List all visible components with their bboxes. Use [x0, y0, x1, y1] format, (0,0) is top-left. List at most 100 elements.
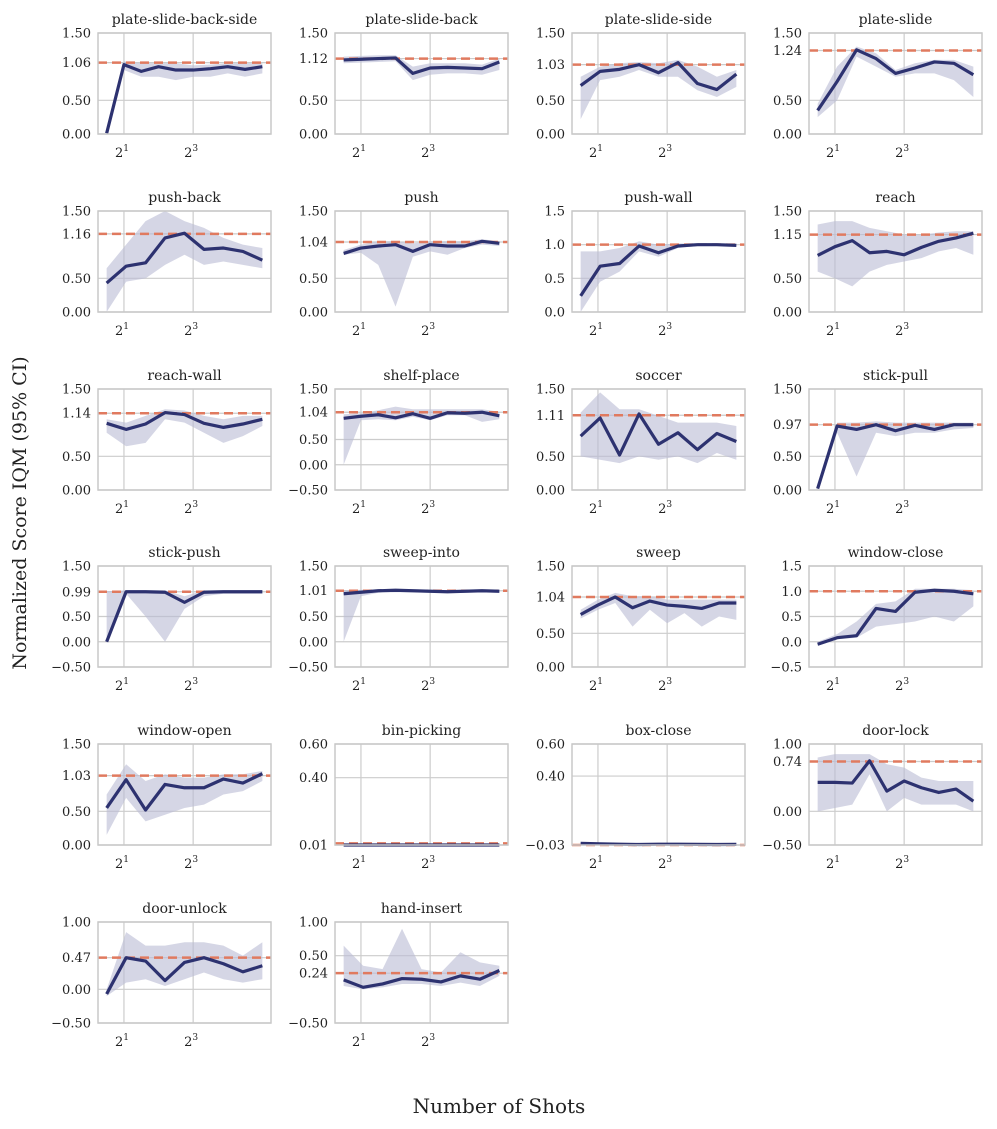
y-tick-label: 0.24	[299, 967, 328, 982]
y-tick-label: 1.50	[536, 27, 565, 42]
ci-band	[817, 588, 974, 646]
y-tick-label: 0.01	[299, 839, 328, 854]
x-tick-label: 23	[184, 1033, 198, 1050]
y-tick-label: 0.50	[299, 433, 328, 448]
y-tick-label: 0.74	[773, 755, 802, 770]
axes-frame	[571, 388, 746, 491]
x-tick-label: 23	[895, 322, 909, 339]
mean-line	[105, 956, 263, 995]
x-tick-label: 21	[589, 677, 603, 694]
axes-frame	[571, 565, 746, 668]
y-tick-label: 0.50	[62, 450, 91, 465]
subplot-stick-push: stick-push −0.50 0.00 0.50 0.99 1.50 21 23	[51, 545, 272, 694]
axes-frame	[808, 210, 983, 313]
y-tick-label: 1.00	[773, 738, 802, 753]
mean-line	[816, 48, 975, 112]
subplot-window-open: window-open 0.00 0.50 1.03 1.50 21 23	[62, 723, 272, 872]
subplot-plate-slide-back-side: plate-slide-back-side 0.00 0.50 1.06 1.50 21 2…	[62, 12, 272, 161]
subplot-shelf-place: shelf-place −0.50 0.00 0.50 1.04 1.50 21 23	[288, 368, 509, 517]
x-tick-label: 21	[115, 677, 129, 694]
subplot-title: bin-picking	[382, 723, 461, 739]
y-tick-label: 1.11	[536, 409, 565, 424]
y-tick-label: 0.50	[536, 450, 565, 465]
y-tick-label: 1.04	[536, 590, 565, 605]
subplot-title: plate-slide	[859, 12, 933, 28]
x-tick-label: 23	[421, 144, 435, 161]
y-tick-label: 0.97	[773, 418, 802, 433]
y-tick-label: 0.40	[299, 771, 328, 786]
y-tick-label: 1.03	[536, 58, 565, 73]
x-axis-label: Number of Shots	[413, 1094, 586, 1118]
x-tick-label: 21	[352, 144, 366, 161]
x-tick-label: 23	[658, 855, 672, 872]
y-tick-label: 0.50	[773, 272, 802, 287]
y-tick-label: 0.00	[62, 983, 91, 998]
y-tick-label: 0.00	[299, 306, 328, 321]
y-tick-label: 0.00	[536, 484, 565, 499]
y-tick-label: −0.50	[288, 1017, 328, 1032]
y-tick-label: 0.00	[536, 128, 565, 143]
y-tick-label: 0.00	[299, 458, 328, 473]
y-tick-label: 0.50	[773, 94, 802, 109]
x-tick-label: 23	[421, 855, 435, 872]
x-tick-label: 23	[658, 144, 672, 161]
subplot-title: plate-slide-side	[605, 12, 712, 28]
y-tick-label: 0.00	[773, 484, 802, 499]
subplot-title: push-back	[148, 190, 221, 206]
x-tick-label: 23	[184, 677, 198, 694]
y-tick-label: 0.00	[62, 839, 91, 854]
y-tick-label: 0.50	[62, 805, 91, 820]
y-tick-label: 1.0	[781, 585, 802, 600]
x-tick-label: 23	[421, 322, 435, 339]
y-tick-label: 0.00	[299, 635, 328, 650]
y-tick-label: 0.50	[299, 272, 328, 287]
mean-line	[816, 423, 974, 490]
y-tick-label: 1.50	[62, 560, 91, 575]
axes-frame	[334, 743, 509, 846]
subplot-title: shelf-place	[383, 368, 459, 384]
y-tick-label: 1.0	[544, 238, 565, 253]
subplot-title: push	[404, 190, 438, 206]
y-tick-label: 0.50	[299, 610, 328, 625]
y-tick-label: 0.99	[62, 585, 91, 600]
subplot-title: plate-slide-back	[365, 12, 478, 28]
x-tick-label: 21	[826, 144, 840, 161]
mean-line	[817, 759, 975, 803]
x-tick-label: 23	[658, 677, 672, 694]
axes-frame	[97, 388, 272, 491]
subplot-plate-slide-back: plate-slide-back 0.00 0.50 1.12 1.50 21 23	[299, 12, 509, 161]
mean-line	[817, 588, 974, 646]
y-tick-label: 1.16	[62, 227, 91, 242]
ci-band	[106, 590, 263, 643]
x-tick-label: 21	[115, 1033, 129, 1050]
x-tick-label: 23	[421, 500, 435, 517]
subplot-plate-slide-side: plate-slide-side 0.00 0.50 1.03 1.50 21 23	[536, 12, 746, 161]
subplot-bin-picking: bin-picking 0.01 0.40 0.60 21 23	[299, 723, 509, 872]
x-tick-label: 23	[184, 322, 198, 339]
y-tick-label: 0.60	[536, 738, 565, 753]
y-tick-label: 0.00	[773, 805, 802, 820]
y-tick-label: 1.5	[544, 205, 565, 220]
subplot-title: box-close	[626, 723, 692, 739]
y-tick-label: 1.50	[773, 205, 802, 220]
subplot-title: stick-pull	[863, 368, 929, 384]
y-tick-label: 1.04	[299, 406, 328, 421]
ci-band	[580, 59, 737, 120]
y-axis-label: Normalized Score IQM (95% CI)	[9, 356, 31, 669]
subplot-title: door-lock	[862, 723, 929, 739]
y-tick-label: 0.00	[62, 484, 91, 499]
axes-frame	[97, 743, 272, 846]
axes-frame	[808, 388, 983, 491]
mean-line	[579, 61, 738, 92]
mean-line	[343, 56, 500, 76]
mean-line	[343, 410, 500, 420]
x-tick-label: 21	[115, 855, 129, 872]
x-tick-label: 21	[589, 322, 603, 339]
subplot-sweep-into: sweep-into −0.50 0.00 0.50 1.01 1.50 21 23	[288, 545, 509, 694]
x-tick-label: 23	[184, 500, 198, 517]
y-tick-label: 1.5	[781, 560, 802, 575]
y-tick-label: 1.50	[773, 27, 802, 42]
mean-line	[106, 410, 263, 431]
y-tick-label: 0.5	[781, 610, 802, 625]
axes-frame	[334, 565, 509, 668]
